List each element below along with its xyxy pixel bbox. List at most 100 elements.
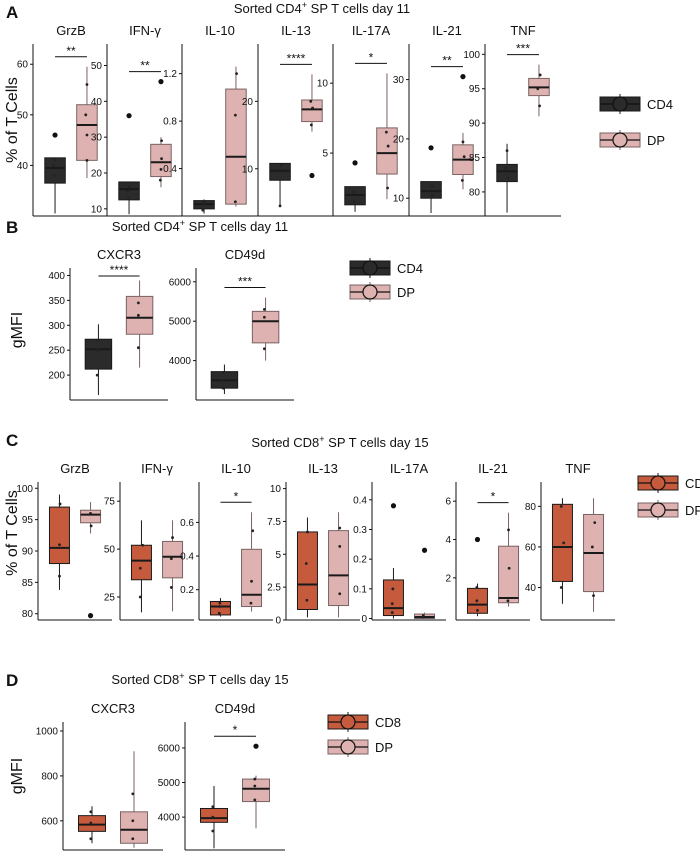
legend-marker bbox=[650, 502, 666, 518]
legend-label: DP bbox=[647, 133, 665, 148]
data-point bbox=[309, 99, 313, 103]
y-tick-label: 80 bbox=[22, 609, 34, 620]
data-point bbox=[461, 140, 465, 144]
data-point bbox=[233, 113, 237, 117]
y-tick-label: 6 bbox=[445, 497, 451, 508]
box-dp bbox=[80, 502, 102, 619]
data-point bbox=[218, 601, 222, 605]
box-body bbox=[162, 540, 184, 579]
data-point bbox=[89, 524, 93, 528]
subplot-title: IL-21 bbox=[478, 461, 508, 476]
data-point bbox=[352, 190, 356, 194]
data-point bbox=[84, 113, 88, 117]
subplot-title: IL-21 bbox=[432, 23, 462, 38]
y-tick-label: 30 bbox=[393, 75, 405, 86]
box-cd4 bbox=[84, 324, 113, 396]
data-point bbox=[390, 602, 394, 606]
data-point bbox=[538, 73, 542, 77]
box-dp bbox=[125, 280, 154, 368]
data-point bbox=[89, 837, 93, 841]
box-cd4 bbox=[44, 132, 66, 214]
y-tick-label: 100 bbox=[16, 484, 33, 495]
outlier-point bbox=[474, 536, 481, 543]
y-tick-label: 80 bbox=[525, 502, 537, 513]
y-tick-label: 10 bbox=[91, 204, 103, 215]
legend-marker bbox=[612, 96, 628, 112]
outlier-point bbox=[126, 113, 132, 119]
data-point bbox=[53, 174, 56, 177]
outlier-point bbox=[253, 743, 259, 749]
data-point bbox=[338, 545, 342, 548]
legend-label: DP bbox=[397, 285, 415, 300]
data-point bbox=[353, 200, 356, 204]
y-tick-label: 60 bbox=[525, 542, 537, 553]
y-tick-label: 75 bbox=[104, 497, 116, 508]
box-cd4 bbox=[118, 113, 140, 215]
outlier-point bbox=[390, 503, 397, 509]
data-point bbox=[202, 200, 205, 204]
data-point bbox=[253, 798, 257, 802]
y-tick-label: 0.6 bbox=[180, 518, 194, 529]
subplot-a-il-21: IL-21 10 20 30 ** bbox=[393, 23, 485, 217]
data-point bbox=[262, 347, 266, 351]
box-dp bbox=[328, 512, 350, 618]
outlier-point bbox=[421, 547, 428, 553]
data-point bbox=[58, 502, 62, 506]
y-tick-label: 20 bbox=[393, 134, 405, 145]
data-point bbox=[52, 164, 56, 167]
box-cd4 bbox=[210, 364, 239, 395]
y-tick-label: 90 bbox=[469, 119, 481, 130]
y-tick-label: 0.1 bbox=[353, 584, 367, 595]
significance-label: * bbox=[369, 50, 374, 64]
data-point bbox=[131, 792, 135, 796]
box-cd8 bbox=[200, 786, 228, 849]
significance-label: ** bbox=[442, 54, 452, 68]
data-point bbox=[89, 810, 93, 814]
data-point bbox=[95, 338, 99, 342]
box-body bbox=[251, 310, 280, 344]
legend-item-cd8: CD8 bbox=[637, 473, 700, 493]
y-tick-label: 80 bbox=[469, 187, 481, 198]
y-tick-label: 1.2 bbox=[163, 69, 177, 80]
y-tick-label: 90 bbox=[22, 547, 34, 558]
y-tick-label: 0.8 bbox=[163, 117, 177, 128]
box-body bbox=[48, 506, 70, 565]
data-point bbox=[169, 557, 173, 561]
data-point bbox=[278, 170, 282, 174]
y-tick-label: 0.3 bbox=[353, 525, 367, 536]
subplot-title: IFN-γ bbox=[129, 23, 161, 38]
panel-letter-d: D bbox=[6, 671, 18, 690]
y-tick-label: 10 bbox=[317, 79, 329, 90]
box-body bbox=[200, 807, 228, 823]
legend-marker bbox=[362, 260, 378, 276]
data-point bbox=[89, 511, 92, 515]
subplot-a-ifn-: IFN-γ 10 20 30 40 50 ** bbox=[91, 23, 183, 217]
data-point bbox=[384, 130, 388, 134]
legend-item-cd4: CD4 bbox=[599, 94, 673, 114]
box-cd8 bbox=[296, 517, 318, 618]
outlier-point bbox=[352, 160, 358, 166]
data-point bbox=[476, 609, 479, 612]
legend-label: CD4 bbox=[397, 261, 423, 276]
data-point bbox=[590, 545, 594, 549]
legend-b: CD4 DP bbox=[349, 258, 423, 302]
data-point bbox=[559, 586, 563, 589]
legend-label: DP bbox=[375, 740, 393, 755]
data-point bbox=[309, 123, 313, 127]
outlier-point bbox=[158, 79, 164, 85]
y-tick-label: 10 bbox=[242, 164, 254, 175]
data-point bbox=[475, 599, 479, 603]
data-point bbox=[127, 185, 131, 189]
data-point bbox=[85, 158, 89, 162]
data-point bbox=[138, 595, 142, 599]
box-body bbox=[150, 143, 172, 178]
data-point bbox=[262, 307, 266, 311]
y-tick-label: 2.5 bbox=[267, 583, 281, 594]
y-tick-label: 6000 bbox=[158, 743, 181, 754]
y-tick-label: 0 bbox=[361, 614, 367, 625]
y-tick-label: 1000 bbox=[36, 726, 59, 737]
box-body bbox=[84, 338, 113, 370]
significance-label: ** bbox=[140, 59, 150, 73]
data-point bbox=[126, 189, 130, 193]
panel-d: D Sorted CD8+ SP T cells day 15 gMFI CXCR3 6… bbox=[6, 671, 401, 851]
